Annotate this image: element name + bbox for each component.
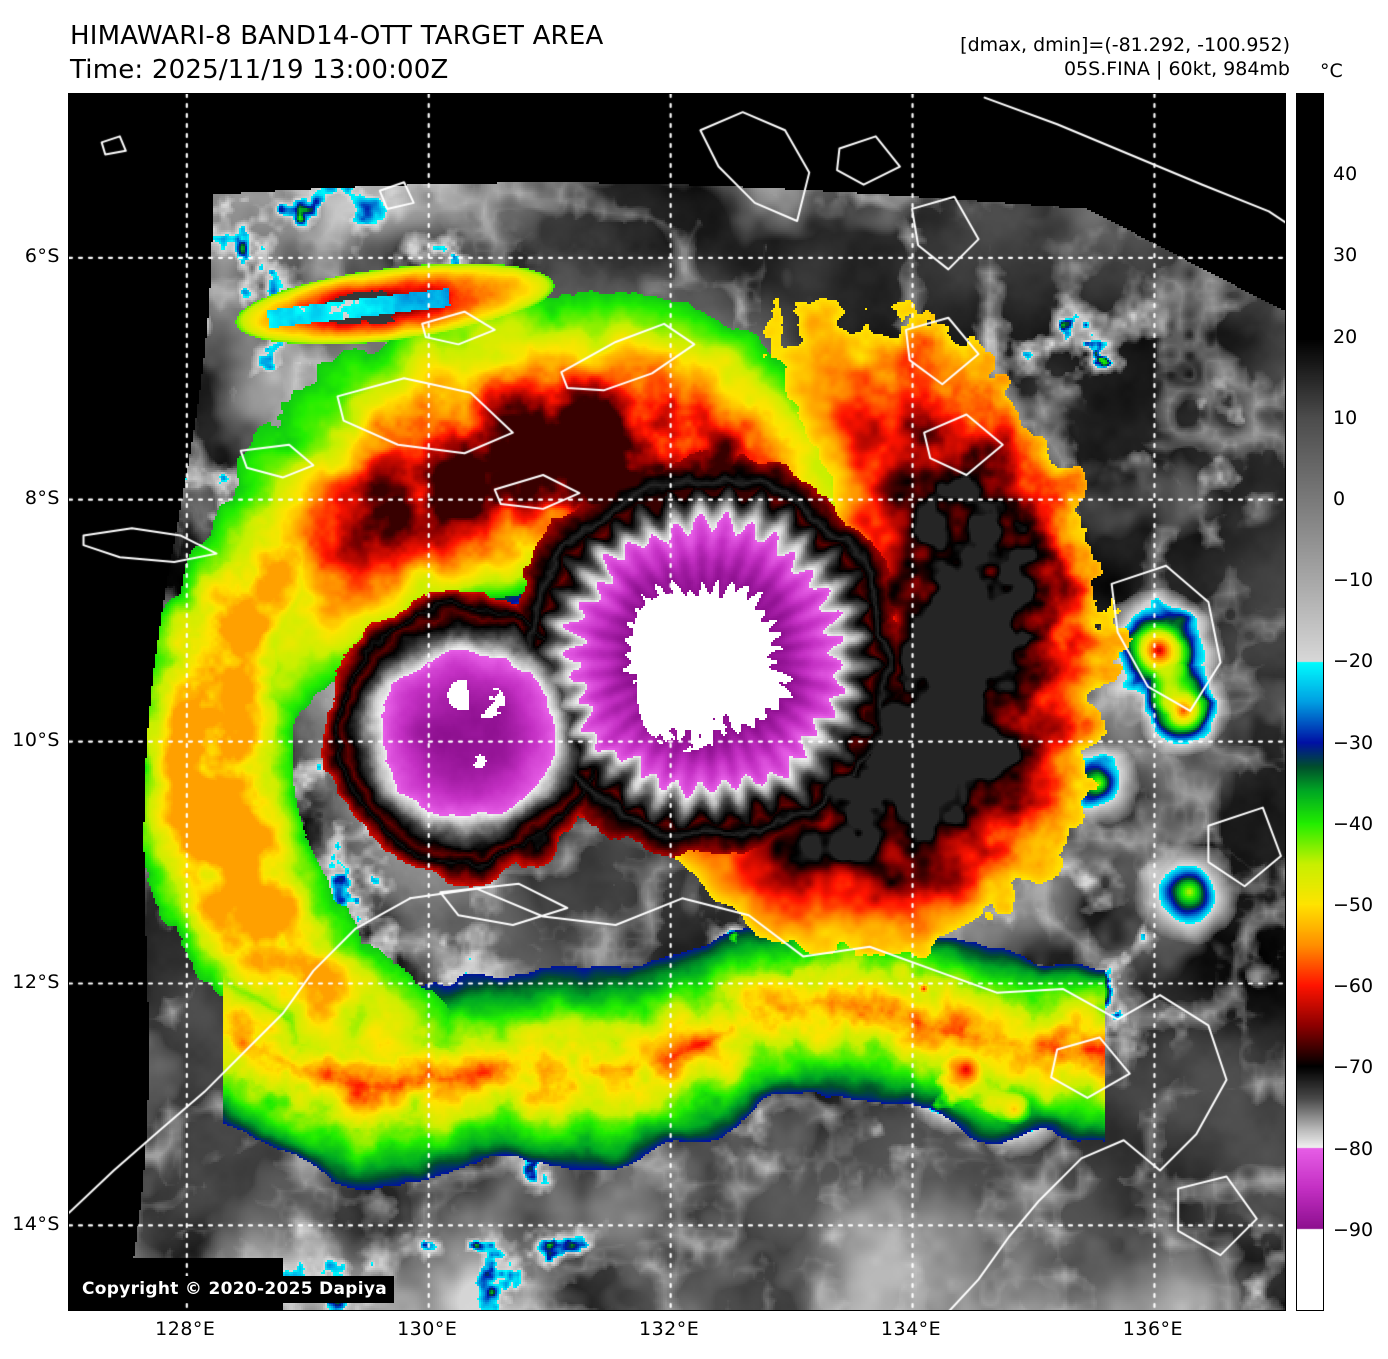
dminmax-label: [dmax, dmin]=(-81.292, -100.952) xyxy=(960,34,1290,56)
colorbar-tick-label: −30 xyxy=(1333,731,1374,754)
latitude-tick-label: 12°S xyxy=(12,971,60,993)
longitude-tick-label: 128°E xyxy=(155,1318,216,1340)
latitude-tick-label: 6°S xyxy=(24,245,60,268)
longitude-tick-label: 132°E xyxy=(638,1318,700,1340)
copyright-label: Copyright © 2020-2025 Dapiya xyxy=(75,1276,394,1303)
longitude-tick-label: 134°E xyxy=(880,1318,942,1340)
temperature-colorbar xyxy=(1296,93,1324,1311)
timestamp-label: Time: 2025/11/19 13:00:00Z xyxy=(70,54,449,85)
satellite-image-plot: Copyright © 2020-2025 Dapiya xyxy=(68,93,1286,1311)
page-title: HIMAWARI-8 BAND14-OTT TARGET AREA xyxy=(70,21,604,51)
colorbar-unit-label: °C xyxy=(1320,60,1343,82)
colorbar-tick-label: −70 xyxy=(1333,1056,1374,1079)
latitude-tick-label: 10°S xyxy=(12,729,60,752)
colorbar-tick-label: −20 xyxy=(1333,650,1374,673)
title-block: HIMAWARI-8 BAND14-OTT TARGET AREA Time: … xyxy=(70,20,603,88)
infrared-satellite-imagery xyxy=(69,94,1285,1310)
colorbar-tick-label: −80 xyxy=(1333,1137,1374,1160)
colorbar-tick-label: −60 xyxy=(1333,975,1374,998)
colorbar-tick-label: −90 xyxy=(1333,1218,1374,1241)
colorbar-tick-label: 0 xyxy=(1333,488,1346,510)
colorbar-tick-label: 30 xyxy=(1333,244,1358,267)
latitude-tick-label: 8°S xyxy=(24,487,60,510)
colorbar-tick-label: −40 xyxy=(1333,812,1374,835)
colorbar-tick-label: −50 xyxy=(1333,894,1374,916)
storm-info-label: 05S.FINA | 60kt, 984mb xyxy=(1063,58,1290,81)
colorbar-gradient xyxy=(1297,94,1323,1310)
metadata-block: [dmax, dmin]=(-81.292, -100.952) 05S.FIN… xyxy=(960,33,1290,82)
colorbar-tick-label: 40 xyxy=(1333,163,1358,186)
longitude-tick-label: 130°E xyxy=(397,1318,458,1340)
colorbar-tick-label: 10 xyxy=(1333,406,1358,429)
colorbar-tick-label: −10 xyxy=(1333,569,1374,592)
latitude-tick-label: 14°S xyxy=(12,1212,60,1235)
longitude-tick-label: 136°E xyxy=(1122,1318,1184,1340)
colorbar-tick-label: 20 xyxy=(1333,325,1358,348)
